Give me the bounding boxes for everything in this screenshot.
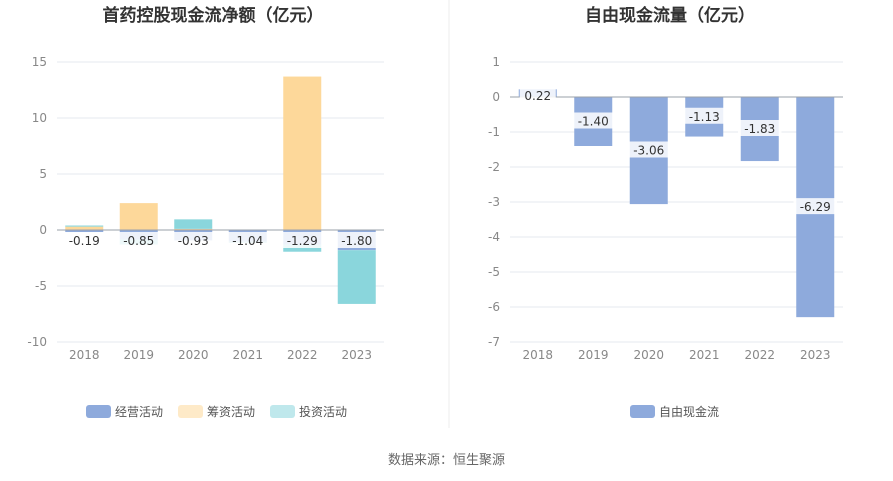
data-label-bg xyxy=(793,198,837,215)
data-label-bg xyxy=(627,141,671,158)
legend-swatch-investing xyxy=(270,405,295,418)
data-label-bg xyxy=(226,232,270,248)
data-label: -0.93 xyxy=(178,234,209,248)
data-label: -3.06 xyxy=(633,144,664,158)
bar-financing xyxy=(174,228,213,230)
chart-title: 自由现金流量（亿元） xyxy=(585,5,755,26)
data-label-bg xyxy=(280,232,324,248)
data-label: -6.29 xyxy=(800,200,831,214)
y-tick-label: 15 xyxy=(32,55,47,69)
x-tick-label: 2023 xyxy=(341,348,372,362)
y-tick-label: 5 xyxy=(39,167,47,181)
bar-operating xyxy=(65,230,104,233)
legend-swatch-financing xyxy=(178,405,203,418)
y-tick-label: 0 xyxy=(39,223,47,237)
bar-investing xyxy=(337,250,376,304)
x-tick-label: 2020 xyxy=(178,348,209,362)
legend-label: 筹资活动 xyxy=(207,405,255,419)
x-tick-label: 2020 xyxy=(633,348,664,362)
y-tick-label: -10 xyxy=(27,335,47,349)
y-tick-label: -5 xyxy=(488,265,500,279)
y-tick-label: -3 xyxy=(488,195,500,209)
data-label: 0.22 xyxy=(524,89,551,103)
data-label-bg xyxy=(682,107,726,124)
y-tick-label: -7 xyxy=(488,335,500,349)
bar-investing xyxy=(65,225,104,227)
data-label: -1.13 xyxy=(689,110,720,124)
y-tick-label: 1 xyxy=(492,55,500,69)
x-tick-label: 2019 xyxy=(123,348,154,362)
y-tick-label: 0 xyxy=(492,90,500,104)
x-tick-label: 2019 xyxy=(578,348,609,362)
bar-financing xyxy=(119,203,158,230)
data-label-bg xyxy=(62,232,106,248)
data-label: -1.83 xyxy=(744,122,775,136)
bar-financing xyxy=(65,226,104,230)
data-label: -0.85 xyxy=(123,234,154,248)
x-tick-label: 2021 xyxy=(232,348,263,362)
bar-financing xyxy=(283,76,322,230)
chart-title: 首药控股现金流净额（亿元） xyxy=(103,5,324,26)
data-label: -1.80 xyxy=(341,234,372,248)
x-tick-label: 2022 xyxy=(744,348,775,362)
data-label-bg xyxy=(519,87,556,103)
data-label-bg xyxy=(117,232,161,248)
x-tick-label: 2018 xyxy=(522,348,553,362)
x-tick-label: 2023 xyxy=(800,348,831,362)
data-label: -1.29 xyxy=(287,234,318,248)
legend-label: 自由现金流 xyxy=(659,404,719,419)
y-tick-label: -6 xyxy=(488,300,500,314)
bar-investing xyxy=(283,244,322,252)
data-label: -1.40 xyxy=(578,115,609,129)
bar-investing xyxy=(174,219,213,229)
y-tick-label: -1 xyxy=(488,125,500,139)
data-label-bg xyxy=(738,120,782,137)
x-tick-label: 2021 xyxy=(689,348,720,362)
legend-swatch-fcf xyxy=(630,405,655,418)
legend-label: 经营活动 xyxy=(115,405,163,419)
data-label-bg xyxy=(335,232,379,248)
y-tick-label: 10 xyxy=(32,111,47,125)
y-tick-label: -2 xyxy=(488,160,500,174)
source-text: 数据来源：恒生聚源 xyxy=(388,453,505,468)
legend-label: 投资活动 xyxy=(299,404,347,419)
data-label: -0.19 xyxy=(69,234,100,248)
data-label-bg xyxy=(571,112,615,129)
data-label-bg xyxy=(171,232,215,248)
y-tick-label: -5 xyxy=(35,279,47,293)
legend-swatch-operating xyxy=(86,405,111,418)
data-label: -1.04 xyxy=(232,234,263,248)
x-tick-label: 2018 xyxy=(69,348,100,362)
y-tick-label: -4 xyxy=(488,230,500,244)
x-tick-label: 2022 xyxy=(287,348,318,362)
